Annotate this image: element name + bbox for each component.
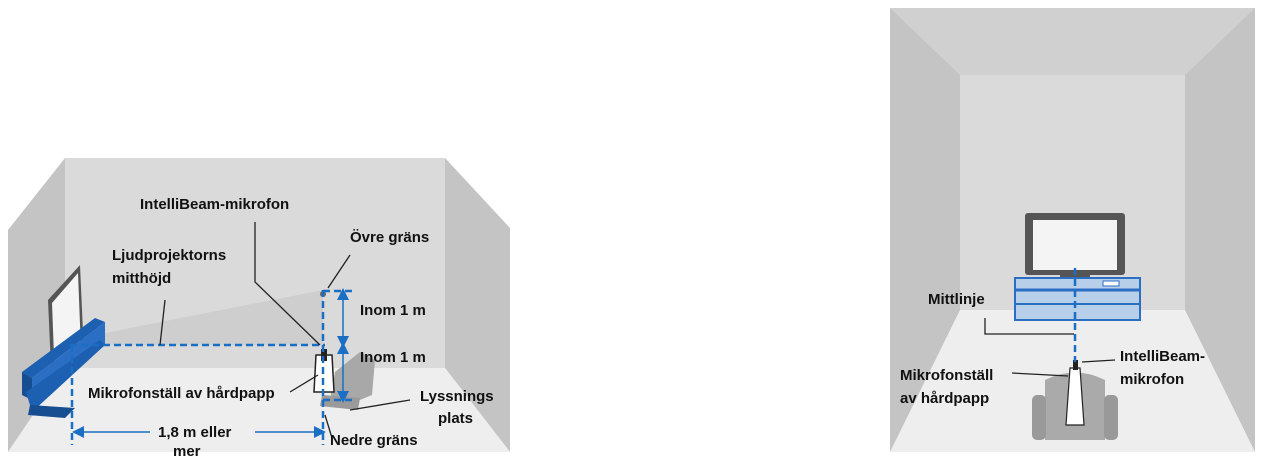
label: 1,8 m eller bbox=[158, 424, 232, 441]
label: Lyssnings bbox=[420, 388, 494, 405]
label: mikrofon bbox=[1120, 371, 1184, 388]
label: Ljudprojektorns bbox=[112, 247, 226, 264]
right-room bbox=[890, 8, 1255, 452]
label: Inom 1 m bbox=[360, 349, 426, 366]
label: Mikrofonställ bbox=[900, 367, 993, 384]
left-room bbox=[8, 158, 510, 452]
label: plats bbox=[438, 410, 473, 427]
label: IntelliBeam-mikrofon bbox=[140, 196, 289, 213]
label: Mittlinje bbox=[928, 291, 985, 308]
label: Övre gräns bbox=[350, 229, 429, 246]
label: Mikrofonställ av hårdpapp bbox=[88, 385, 275, 402]
label: Inom 1 m bbox=[360, 302, 426, 319]
label: av hårdpapp bbox=[900, 390, 989, 407]
label: Nedre gräns bbox=[330, 432, 418, 449]
label: mer bbox=[173, 443, 201, 458]
label: IntelliBeam- bbox=[1120, 348, 1205, 365]
label: mitthöjd bbox=[112, 270, 171, 287]
